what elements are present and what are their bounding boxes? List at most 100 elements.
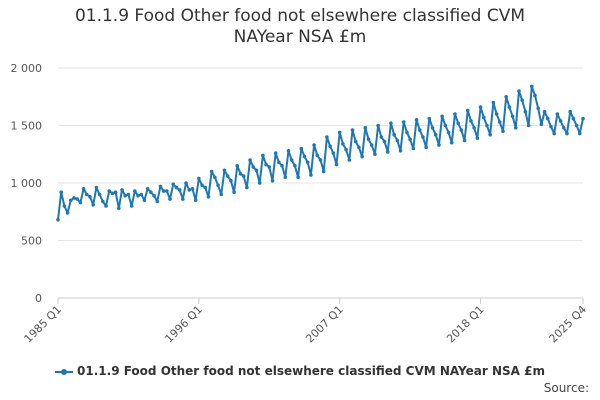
data-point <box>376 123 380 128</box>
data-point <box>280 163 284 168</box>
data-point <box>248 158 252 162</box>
data-point <box>488 132 492 137</box>
data-point <box>254 168 259 173</box>
y-tick-label: 1 500 <box>11 120 43 133</box>
data-point <box>142 198 147 203</box>
legend-label: 01.1.9 Food Other food not elsewhere cla… <box>77 364 545 378</box>
data-point <box>574 123 579 128</box>
data-point <box>331 151 336 155</box>
data-point <box>241 174 246 178</box>
data-point <box>453 112 457 116</box>
data-point <box>414 117 419 122</box>
data-point <box>526 123 531 128</box>
data-point <box>302 154 307 159</box>
data-point <box>174 185 179 190</box>
data-point <box>209 169 214 174</box>
data-point <box>155 199 160 204</box>
data-point <box>126 192 131 197</box>
data-point <box>139 192 144 197</box>
data-point <box>238 172 243 176</box>
data-point <box>510 114 515 119</box>
chart-legend[interactable]: 01.1.9 Food Other food not elsewhere cla… <box>0 364 600 378</box>
data-point <box>465 108 470 113</box>
data-point <box>267 165 272 169</box>
data-point <box>392 132 396 137</box>
data-point <box>328 144 332 148</box>
data-point <box>117 206 121 211</box>
data-point <box>568 109 572 114</box>
data-point <box>449 140 454 145</box>
data-point <box>561 126 566 130</box>
data-point <box>517 89 521 93</box>
data-point <box>232 190 236 194</box>
data-point <box>366 137 371 142</box>
data-point <box>411 146 416 151</box>
data-point <box>120 188 124 192</box>
data-point <box>497 120 502 124</box>
data-point <box>97 192 102 197</box>
data-point <box>245 185 249 190</box>
y-tick-label: 500 <box>21 235 42 248</box>
data-point <box>69 198 73 203</box>
data-point <box>107 189 112 193</box>
data-point <box>459 128 464 132</box>
data-point <box>443 123 448 128</box>
data-point <box>504 94 508 99</box>
data-point <box>293 163 297 168</box>
data-point <box>145 186 150 191</box>
data-point <box>251 165 256 169</box>
data-point <box>485 123 489 128</box>
data-point <box>197 176 201 181</box>
data-point <box>475 136 480 140</box>
source-note: Source: <box>543 381 589 395</box>
data-point <box>433 132 438 137</box>
data-point <box>571 116 576 121</box>
data-point <box>430 126 435 130</box>
data-point <box>446 130 451 135</box>
data-point <box>382 139 387 144</box>
data-point <box>149 190 153 194</box>
data-point <box>501 129 505 134</box>
data-point <box>357 145 361 150</box>
data-point <box>360 154 364 159</box>
data-point <box>408 137 412 142</box>
data-point <box>421 135 425 139</box>
data-point <box>552 131 556 136</box>
data-point <box>469 119 473 123</box>
data-point <box>152 193 156 198</box>
data-point <box>341 142 345 146</box>
data-point <box>158 184 163 189</box>
data-point <box>472 126 476 130</box>
data-point <box>104 204 108 208</box>
data-point <box>523 109 528 114</box>
data-point <box>193 198 198 203</box>
data-point <box>133 189 137 193</box>
data-point <box>529 84 534 89</box>
data-point <box>478 105 483 109</box>
data-point <box>344 147 348 152</box>
data-point <box>350 128 355 132</box>
data-point <box>229 178 233 183</box>
data-point <box>286 149 291 153</box>
data-point <box>437 143 441 147</box>
data-point <box>257 181 262 185</box>
data-point <box>190 186 195 191</box>
data-point <box>299 146 304 151</box>
data-point <box>187 188 192 192</box>
data-point <box>536 106 540 111</box>
data-point <box>59 190 63 194</box>
data-point <box>369 143 374 147</box>
data-point <box>539 122 544 127</box>
data-point <box>72 196 76 200</box>
data-point <box>533 93 537 98</box>
data-point <box>123 193 128 198</box>
data-point <box>424 145 428 150</box>
data-point <box>440 114 444 119</box>
data-point <box>558 119 563 123</box>
data-point <box>581 116 585 121</box>
data-point <box>309 173 313 177</box>
data-point <box>520 98 524 102</box>
data-point <box>305 160 310 165</box>
data-point <box>94 185 99 190</box>
data-point <box>222 168 227 173</box>
